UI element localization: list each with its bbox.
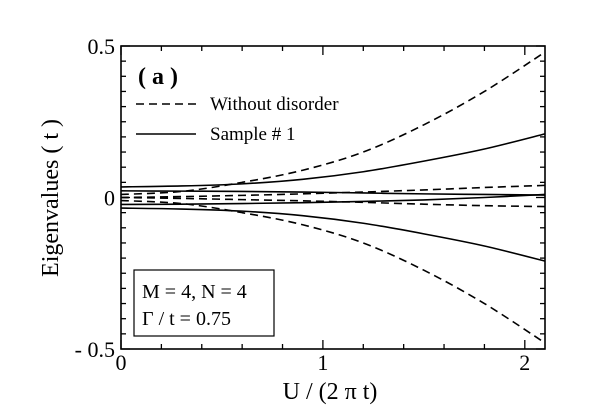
x-tick-label: 1 — [317, 350, 328, 375]
parameter-line-gamma: Γ / t = 0.75 — [142, 308, 231, 330]
y-tick-label: 0.5 — [88, 34, 116, 59]
y-tick-label: - 0.5 — [75, 337, 115, 362]
legend: Without disorder Sample # 1 — [136, 94, 339, 145]
x-tick-label: 0 — [116, 350, 127, 375]
tick-layer: 0 1 20.50- 0.5 — [75, 34, 545, 375]
panel-label: ( a ) — [138, 64, 178, 90]
legend-label-without-disorder: Without disorder — [210, 94, 339, 115]
solid-series-line-6 — [120, 193, 546, 206]
legend-label-sample-1: Sample # 1 — [210, 124, 296, 145]
y-tick-label: 0 — [104, 186, 115, 211]
dashed-series-line-0 — [120, 51, 546, 196]
parameter-box-frame — [133, 269, 275, 337]
parameter-box: M = 4, N = 4 Γ / t = 0.75 — [133, 269, 275, 337]
parameter-line-mn: M = 4, N = 4 — [142, 281, 247, 303]
x-axis-label: U / (2 π t) — [283, 379, 378, 405]
y-axis-label: Eigenvalues ( t ) — [38, 119, 64, 277]
x-tick-label: 2 — [519, 350, 530, 375]
solid-series-line-4 — [120, 133, 546, 188]
solid-series-line-5 — [120, 190, 546, 196]
solid-series-line-7 — [120, 207, 546, 262]
series-layer — [120, 51, 546, 344]
